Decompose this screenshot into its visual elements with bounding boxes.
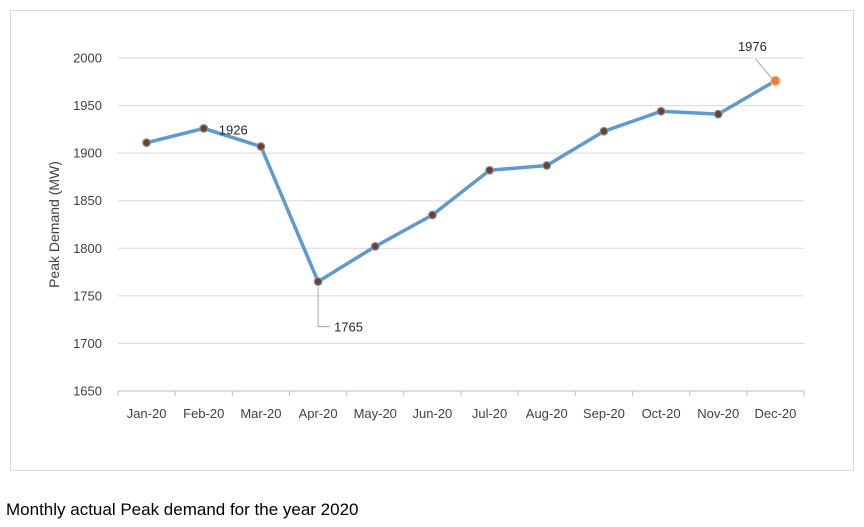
data-point <box>656 106 666 116</box>
leader-line <box>755 58 772 79</box>
y-tick-label: 1650 <box>73 384 102 399</box>
y-tick-label: 1750 <box>73 288 102 303</box>
x-tick-label: Dec-20 <box>754 406 796 421</box>
x-tick-label: Jul-20 <box>472 406 507 421</box>
x-tick-label: Mar-20 <box>240 406 281 421</box>
y-tick-label: 1900 <box>73 146 102 161</box>
data-point <box>428 210 437 220</box>
data-point <box>542 161 552 170</box>
data-labels: 1926 1765 1976 <box>219 39 772 335</box>
data-point <box>713 109 723 119</box>
y-tick-label: 1700 <box>73 336 102 351</box>
data-point <box>313 277 323 286</box>
series-layer <box>144 79 778 284</box>
x-tick-label: Oct-20 <box>642 406 681 421</box>
data-point <box>770 75 781 86</box>
data-point <box>142 138 151 148</box>
y-tick-label: 1800 <box>73 241 102 256</box>
y-tick-label: 1950 <box>73 98 102 113</box>
y-tick-label: 2000 <box>73 51 102 66</box>
data-points <box>142 75 781 286</box>
y-tick-label: 1850 <box>73 193 102 208</box>
data-label: 1926 <box>219 122 248 137</box>
data-point <box>599 126 609 136</box>
x-tick-label: Nov-20 <box>697 406 739 421</box>
data-point <box>370 241 380 251</box>
x-axis-ticks: Jan-20 Feb-20 Mar-20 Apr-20 May-20 Jun-20 Jul-… <box>127 406 797 421</box>
gridlines <box>118 57 804 344</box>
series-line <box>144 79 778 284</box>
x-tick-label: Aug-20 <box>526 406 568 421</box>
data-point <box>485 165 494 175</box>
x-tick-label: Sep-20 <box>583 406 625 421</box>
x-tick-label: Feb-20 <box>183 406 224 421</box>
data-label: 1765 <box>334 320 363 335</box>
x-tick-label: May-20 <box>354 406 397 421</box>
x-tick-label: Jan-20 <box>127 406 167 421</box>
leader-line <box>317 286 331 328</box>
x-tick-label: Jun-20 <box>413 406 453 421</box>
chart-frame <box>10 10 854 471</box>
y-axis-title: Peak Demand (MW) <box>46 161 62 288</box>
data-label: 1976 <box>738 39 767 54</box>
x-tick-label: Apr-20 <box>299 406 338 421</box>
chart-caption: Monthly actual Peak demand for the year … <box>6 500 359 519</box>
y-axis-ticks: 1650 1700 1750 1800 1850 1900 1950 2000 <box>73 51 102 399</box>
x-axis <box>117 390 805 396</box>
data-point <box>199 124 209 133</box>
line-chart: 1650 1700 1750 1800 1850 1900 1950 2000 Jan-20 F… <box>46 39 805 421</box>
data-point <box>256 142 266 151</box>
